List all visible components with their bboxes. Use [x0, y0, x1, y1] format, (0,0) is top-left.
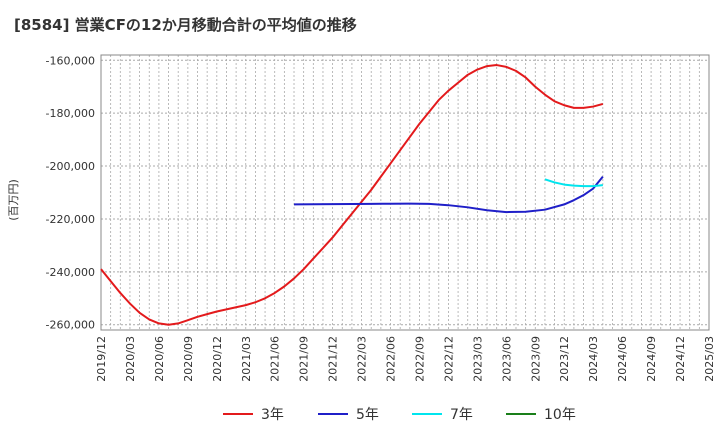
x-tick-label: 2021/06	[269, 336, 282, 382]
x-tick-label: 2020/03	[124, 336, 137, 382]
plot-area	[100, 54, 710, 331]
legend-label: 3年	[261, 407, 284, 423]
y-tick-label: -260,000	[46, 319, 95, 332]
series-line-7年	[544, 178, 603, 188]
x-tick-label: 2023/12	[558, 336, 571, 382]
series-lines	[100, 64, 604, 326]
x-tick-label: 2021/09	[298, 336, 311, 382]
x-tick-label: 2020/06	[153, 336, 166, 382]
x-tick-label: 2023/03	[471, 336, 484, 382]
x-tick-label: 2021/03	[240, 336, 253, 382]
y-tick-label: -220,000	[46, 213, 95, 226]
legend-label: 7年	[450, 407, 473, 423]
x-tick-label: 2023/09	[529, 336, 542, 382]
y-tick-label: -200,000	[46, 160, 95, 173]
legend: 3年 5年 7年 10年	[223, 407, 576, 423]
y-axis-label: (百万円)	[7, 179, 20, 221]
series-line-3年	[100, 64, 604, 326]
x-tick-label: 2024/06	[616, 336, 629, 382]
x-tick-label: 2024/09	[645, 336, 658, 382]
x-tick-label: 2022/03	[356, 336, 369, 382]
x-tick-label: 2024/03	[587, 336, 600, 382]
y-tick-label: -160,000	[46, 54, 95, 67]
y-tick-label: -240,000	[46, 266, 95, 279]
x-tick-label: 2025/03	[703, 336, 716, 382]
y-axis-ticks: -160,000 -180,000 -200,000 -220,000 -240,000…	[46, 54, 95, 331]
x-tick-label: 2019/12	[95, 336, 108, 382]
y-tick-label: -180,000	[46, 107, 95, 120]
legend-label: 10年	[544, 407, 576, 423]
x-tick-label: 2022/12	[442, 336, 455, 382]
x-axis-ticks: 2019/12 2020/03 2020/06 2020/09 2020/12 2021/…	[95, 336, 716, 382]
x-tick-label: 2024/12	[674, 336, 687, 382]
grid-lines	[100, 55, 710, 330]
x-tick-label: 2022/09	[413, 336, 426, 382]
series-line-5年	[294, 176, 604, 214]
x-tick-label: 2023/06	[500, 336, 513, 382]
x-tick-label: 2021/12	[327, 336, 340, 382]
chart-title: [8584] 営業CFの12か月移動合計の平均値の推移	[14, 16, 357, 34]
x-tick-label: 2022/06	[385, 336, 398, 382]
x-tick-label: 2020/12	[211, 336, 224, 382]
x-tick-label: 2020/09	[182, 336, 195, 382]
legend-label: 5年	[356, 407, 379, 423]
